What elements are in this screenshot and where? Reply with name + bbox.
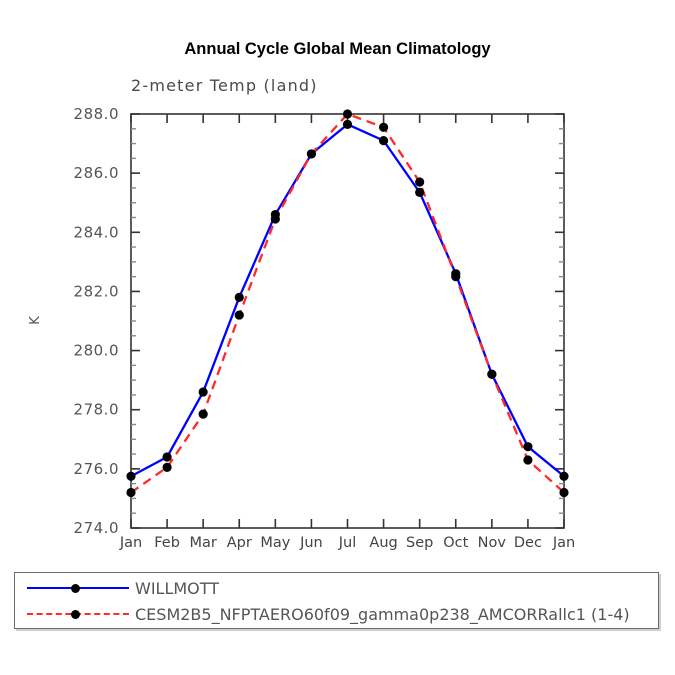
x-tick-label: Feb (154, 535, 180, 551)
legend-label-0: WILLMOTT (135, 578, 220, 598)
series-line-1 (130, 112, 565, 494)
x-tick-label: May (260, 535, 290, 551)
data-point (162, 452, 172, 462)
data-point (487, 369, 497, 379)
x-tick-label: Sep (406, 535, 433, 551)
y-tick-label: 274.0 (74, 519, 119, 537)
x-tick-label: Mar (189, 535, 216, 551)
x-tick-label: Aug (369, 535, 397, 551)
tick-labels: 274.0 276.0 278.0 280.0 282.0 284.0 286.0 288.0… (74, 105, 576, 551)
x-tick-label: Oct (443, 535, 468, 551)
x-tick-label: Jan (552, 535, 575, 551)
data-point (559, 487, 569, 498)
x-tick-label: Jan (119, 535, 142, 551)
legend-label-1: CESM2B5_NFPTAERO60f09_gamma0p238_AMCORRa… (135, 604, 630, 624)
data-point (306, 149, 317, 159)
data-point (162, 462, 172, 472)
data-point (198, 409, 208, 419)
data-point (378, 136, 389, 146)
x-tick-label: Jun (299, 535, 323, 551)
y-tick-label: 280.0 (74, 342, 119, 360)
x-tick-label: Dec (514, 535, 542, 551)
data-point (126, 487, 136, 498)
data-point (270, 214, 280, 224)
data-point (342, 109, 353, 119)
data-point (378, 122, 389, 132)
y-tick-label: 282.0 (74, 282, 119, 300)
data-point (451, 272, 461, 282)
data-point (523, 442, 533, 452)
x-tick-label: Nov (478, 535, 507, 551)
y-tick-label: 278.0 (74, 401, 119, 419)
y-tick-label: 286.0 (74, 164, 119, 182)
legend-entry-willmott[interactable]: WILLMOTT (15, 575, 219, 601)
legend-swatch-solid-blue (15, 577, 135, 599)
data-point (523, 455, 533, 465)
data-point (126, 471, 136, 481)
axes (130, 113, 565, 529)
data-point (342, 119, 353, 129)
x-tick-label: Jul (338, 535, 357, 551)
data-point (415, 177, 425, 187)
data-point (415, 187, 425, 197)
legend-entry-cesm[interactable]: CESM2B5_NFPTAERO60f09_gamma0p238_AMCORRa… (15, 601, 630, 627)
chart-subtitle: 2-meter Temp (land) (131, 76, 318, 95)
data-point (559, 471, 569, 481)
data-series (126, 109, 569, 498)
y-tick-label: 284.0 (74, 223, 119, 241)
data-point (234, 292, 244, 302)
chart-title: Annual Cycle Global Mean Climatology (184, 40, 491, 58)
y-tick-label: 288.0 (74, 105, 119, 123)
data-point (234, 310, 244, 320)
x-tick-label: Apr (227, 535, 252, 551)
chart-legend: WILLMOTT CESM2B5_NFPTAERO60f09_gamma0p23… (14, 572, 659, 629)
data-point (198, 387, 208, 397)
legend-swatch-dashed-red (15, 603, 135, 625)
y-tick-label: 276.0 (74, 460, 119, 478)
